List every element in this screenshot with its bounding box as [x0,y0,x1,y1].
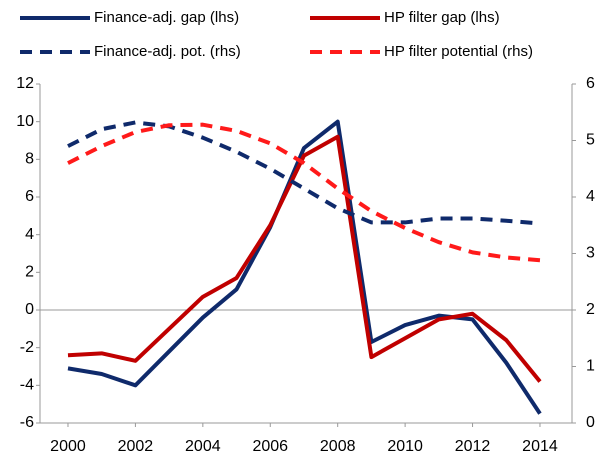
y-tick-label: 8 [25,151,34,168]
x-tick-label: 2012 [455,438,491,455]
x-tick-label: 2014 [522,438,558,455]
series-line [67,120,541,226]
x-tick-label: 2004 [185,438,221,455]
y-tick-label: 4 [25,226,34,243]
series-line [67,122,541,263]
y-tick-label: 12 [16,75,34,92]
y-tick-label: -2 [20,339,34,356]
legend-label: Finance-adj. pot. (rhs) [94,43,241,60]
x-tick-label: 2006 [252,438,288,455]
x-tick-label: 2000 [50,438,86,455]
legend-label: HP filter gap (lhs) [384,9,500,26]
y-tick-label: 0 [25,301,34,318]
x-tick-label: 2002 [118,438,154,455]
y-tick-label: 10 [16,113,34,130]
series-line [67,119,542,415]
legend-label: Finance-adj. gap (lhs) [94,9,239,26]
y-tick-label: -6 [20,414,34,431]
y2-tick-label: 5 [586,132,595,149]
series-line [67,134,542,383]
y2-tick-label: 1 [586,358,595,375]
y-tick-label: -4 [20,377,34,394]
y2-tick-label: 6 [586,75,595,92]
y2-tick-label: 3 [586,245,595,262]
y2-tick-label: 4 [586,188,595,205]
y2-tick-label: 2 [586,301,595,318]
y-tick-label: 2 [25,264,34,281]
y2-tick-label: 0 [586,414,595,431]
legend-label: HP filter potential (rhs) [384,43,533,60]
x-tick-label: 2008 [320,438,356,455]
y-tick-label: 6 [25,188,34,205]
x-tick-label: 2010 [387,438,423,455]
